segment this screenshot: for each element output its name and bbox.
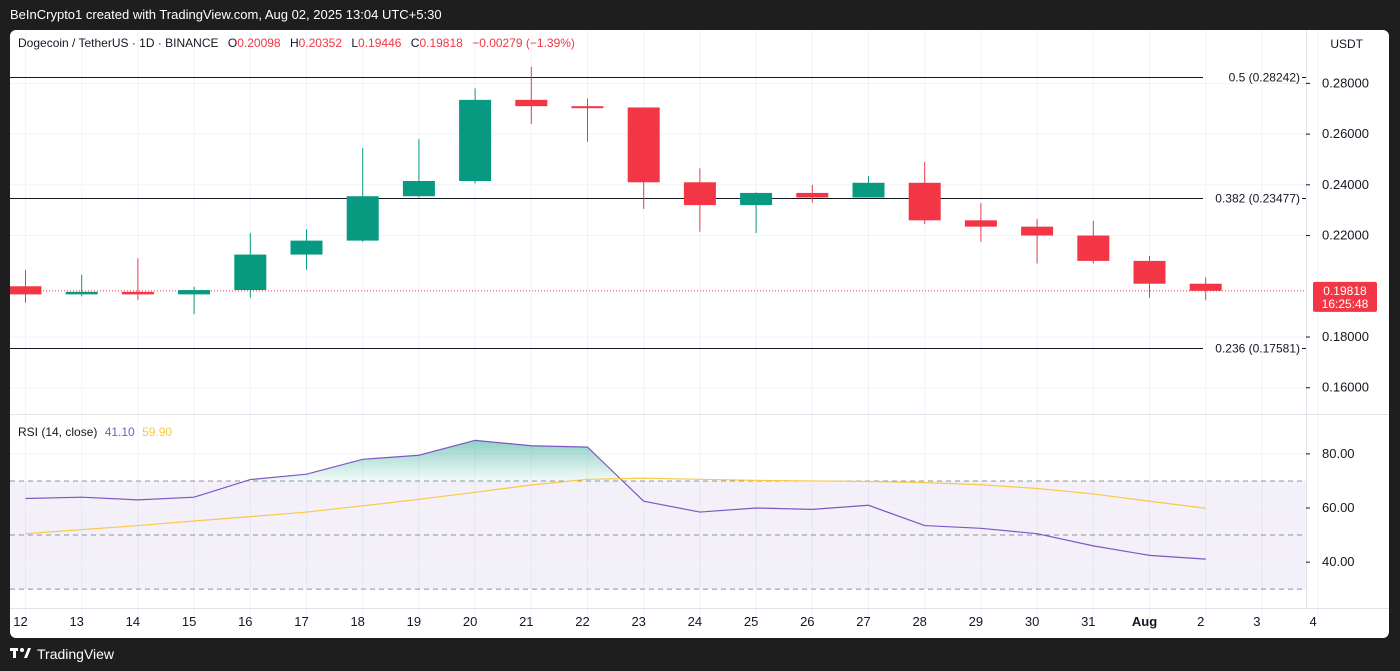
candle-body	[1021, 226, 1054, 236]
rsi-legend-label[interactable]: RSI (14, close)	[18, 425, 98, 439]
candle-body	[290, 240, 323, 255]
price-tag-box	[1313, 281, 1377, 312]
open-label: O	[227, 36, 238, 50]
candle-body	[908, 182, 941, 221]
rsi-grid	[10, 453, 1306, 590]
time-axis-label: 26	[800, 614, 814, 629]
candle-body	[515, 99, 548, 107]
close-value: 0.19818	[419, 36, 463, 50]
time-axis-label: 18	[350, 614, 364, 629]
rsi-axis-label: 80.00	[1322, 446, 1355, 461]
tradingview-logo-icon[interactable]	[10, 644, 32, 664]
time-axis-label: 3	[1253, 614, 1260, 629]
rsi-axis-label: 60.00	[1322, 500, 1355, 515]
rsi-series	[25, 439, 1206, 560]
candle-body	[402, 181, 435, 197]
time-axis-label: 2	[1197, 614, 1204, 629]
candle-body	[346, 196, 379, 241]
open-value: 0.20098	[237, 36, 281, 50]
candle-body	[234, 254, 267, 291]
rsi-legend: RSI (14, close) 41.10 59.90	[18, 425, 172, 439]
time-axis-label: 12	[13, 614, 27, 629]
time-axis-label: 17	[294, 614, 308, 629]
rsi-line	[25, 439, 1206, 560]
time-axis-label: Aug	[1132, 614, 1157, 629]
candle-body	[1133, 260, 1166, 284]
price-axis-label: 0.22000	[1322, 228, 1369, 243]
price-axis-label: 0.24000	[1322, 177, 1369, 192]
axes: 0.16000 0.18000 0.22000 0.24000 0.26000 0.280…	[13, 75, 1369, 629]
candle-body	[627, 107, 660, 183]
time-axis-label: 24	[688, 614, 702, 629]
rsi-ma-value: 59.90	[142, 425, 173, 439]
rsi-axis-label: 40.00	[1322, 554, 1355, 569]
candle-body	[1077, 235, 1110, 261]
candle-body	[964, 220, 997, 227]
price-axis-label: 0.28000	[1322, 75, 1369, 90]
currency-label[interactable]: USDT	[1330, 37, 1363, 51]
time-axis-label: 27	[856, 614, 870, 629]
time-axis-label: 29	[969, 614, 983, 629]
candle-body	[683, 182, 716, 206]
candle-body	[65, 291, 98, 295]
candle-body	[121, 291, 154, 295]
time-axis-label: 13	[69, 614, 83, 629]
time-axis-label: 20	[463, 614, 477, 629]
rsi-value: 41.10	[104, 425, 135, 439]
time-axis-label: 15	[182, 614, 196, 629]
time-axis-label: 22	[575, 614, 589, 629]
fib-label: 0.382 (0.23477)	[1215, 192, 1300, 206]
footer: TradingView	[10, 644, 114, 664]
price-axis-label: 0.18000	[1322, 329, 1369, 344]
candle-body	[178, 290, 211, 295]
candle-body	[852, 182, 885, 198]
rsi-ma-line	[25, 477, 1206, 535]
time-axis-label: 23	[631, 614, 645, 629]
tradingview-brand[interactable]: TradingView	[37, 646, 115, 662]
candle-body	[740, 192, 773, 206]
symbol-label[interactable]: Dogecoin / TetherUS · 1D · BINANCE	[18, 36, 219, 50]
price-axis-label: 0.26000	[1322, 126, 1369, 141]
fib-levels: 0.5 (0.28242) 0.382 (0.23477) 0.236 (0.175…	[10, 71, 1306, 356]
time-axis-label: 31	[1081, 614, 1095, 629]
candlestick-series	[10, 66, 1222, 315]
time-axis-label: 4	[1309, 614, 1316, 629]
candle-body	[459, 99, 492, 182]
high-label: H	[289, 36, 299, 50]
candle-body	[571, 106, 604, 109]
close-label: C	[410, 36, 420, 50]
ohlc-legend: Dogecoin / TetherUS · 1D · BINANCE O0.20…	[18, 36, 575, 50]
chart-panel[interactable]: 0.5 (0.28242) 0.382 (0.23477) 0.236 (0.175…	[10, 30, 1389, 638]
time-axis-label: 21	[519, 614, 533, 629]
rsi-overbought-fill	[245, 440, 623, 481]
fib-label: 0.5 (0.28242)	[1229, 71, 1300, 85]
time-axis-label: 16	[238, 614, 252, 629]
chart-svg[interactable]: 0.5 (0.28242) 0.382 (0.23477) 0.236 (0.175…	[10, 30, 1389, 638]
price-axis-label: 0.16000	[1322, 380, 1369, 395]
time-axis-label: 28	[912, 614, 926, 629]
chart-header: BeInCrypto1 created with TradingView.com…	[10, 7, 442, 22]
time-axis-label: 14	[126, 614, 140, 629]
price-tag-countdown: 16:25:48	[1322, 297, 1369, 311]
low-label: L	[351, 36, 359, 50]
candle-body	[796, 192, 829, 198]
change-value: −0.00279 (−1.39%)	[472, 36, 575, 50]
high-value: 0.20352	[298, 36, 343, 50]
time-axis-label: 19	[407, 614, 421, 629]
candle-body	[10, 286, 42, 295]
fib-label: 0.236 (0.17581)	[1215, 342, 1300, 356]
candle-body	[1189, 283, 1222, 291]
price-tag-value: 0.19818	[1323, 284, 1367, 298]
low-value: 0.19446	[358, 36, 402, 50]
time-axis-label: 30	[1025, 614, 1039, 629]
time-axis-label: 25	[744, 614, 758, 629]
